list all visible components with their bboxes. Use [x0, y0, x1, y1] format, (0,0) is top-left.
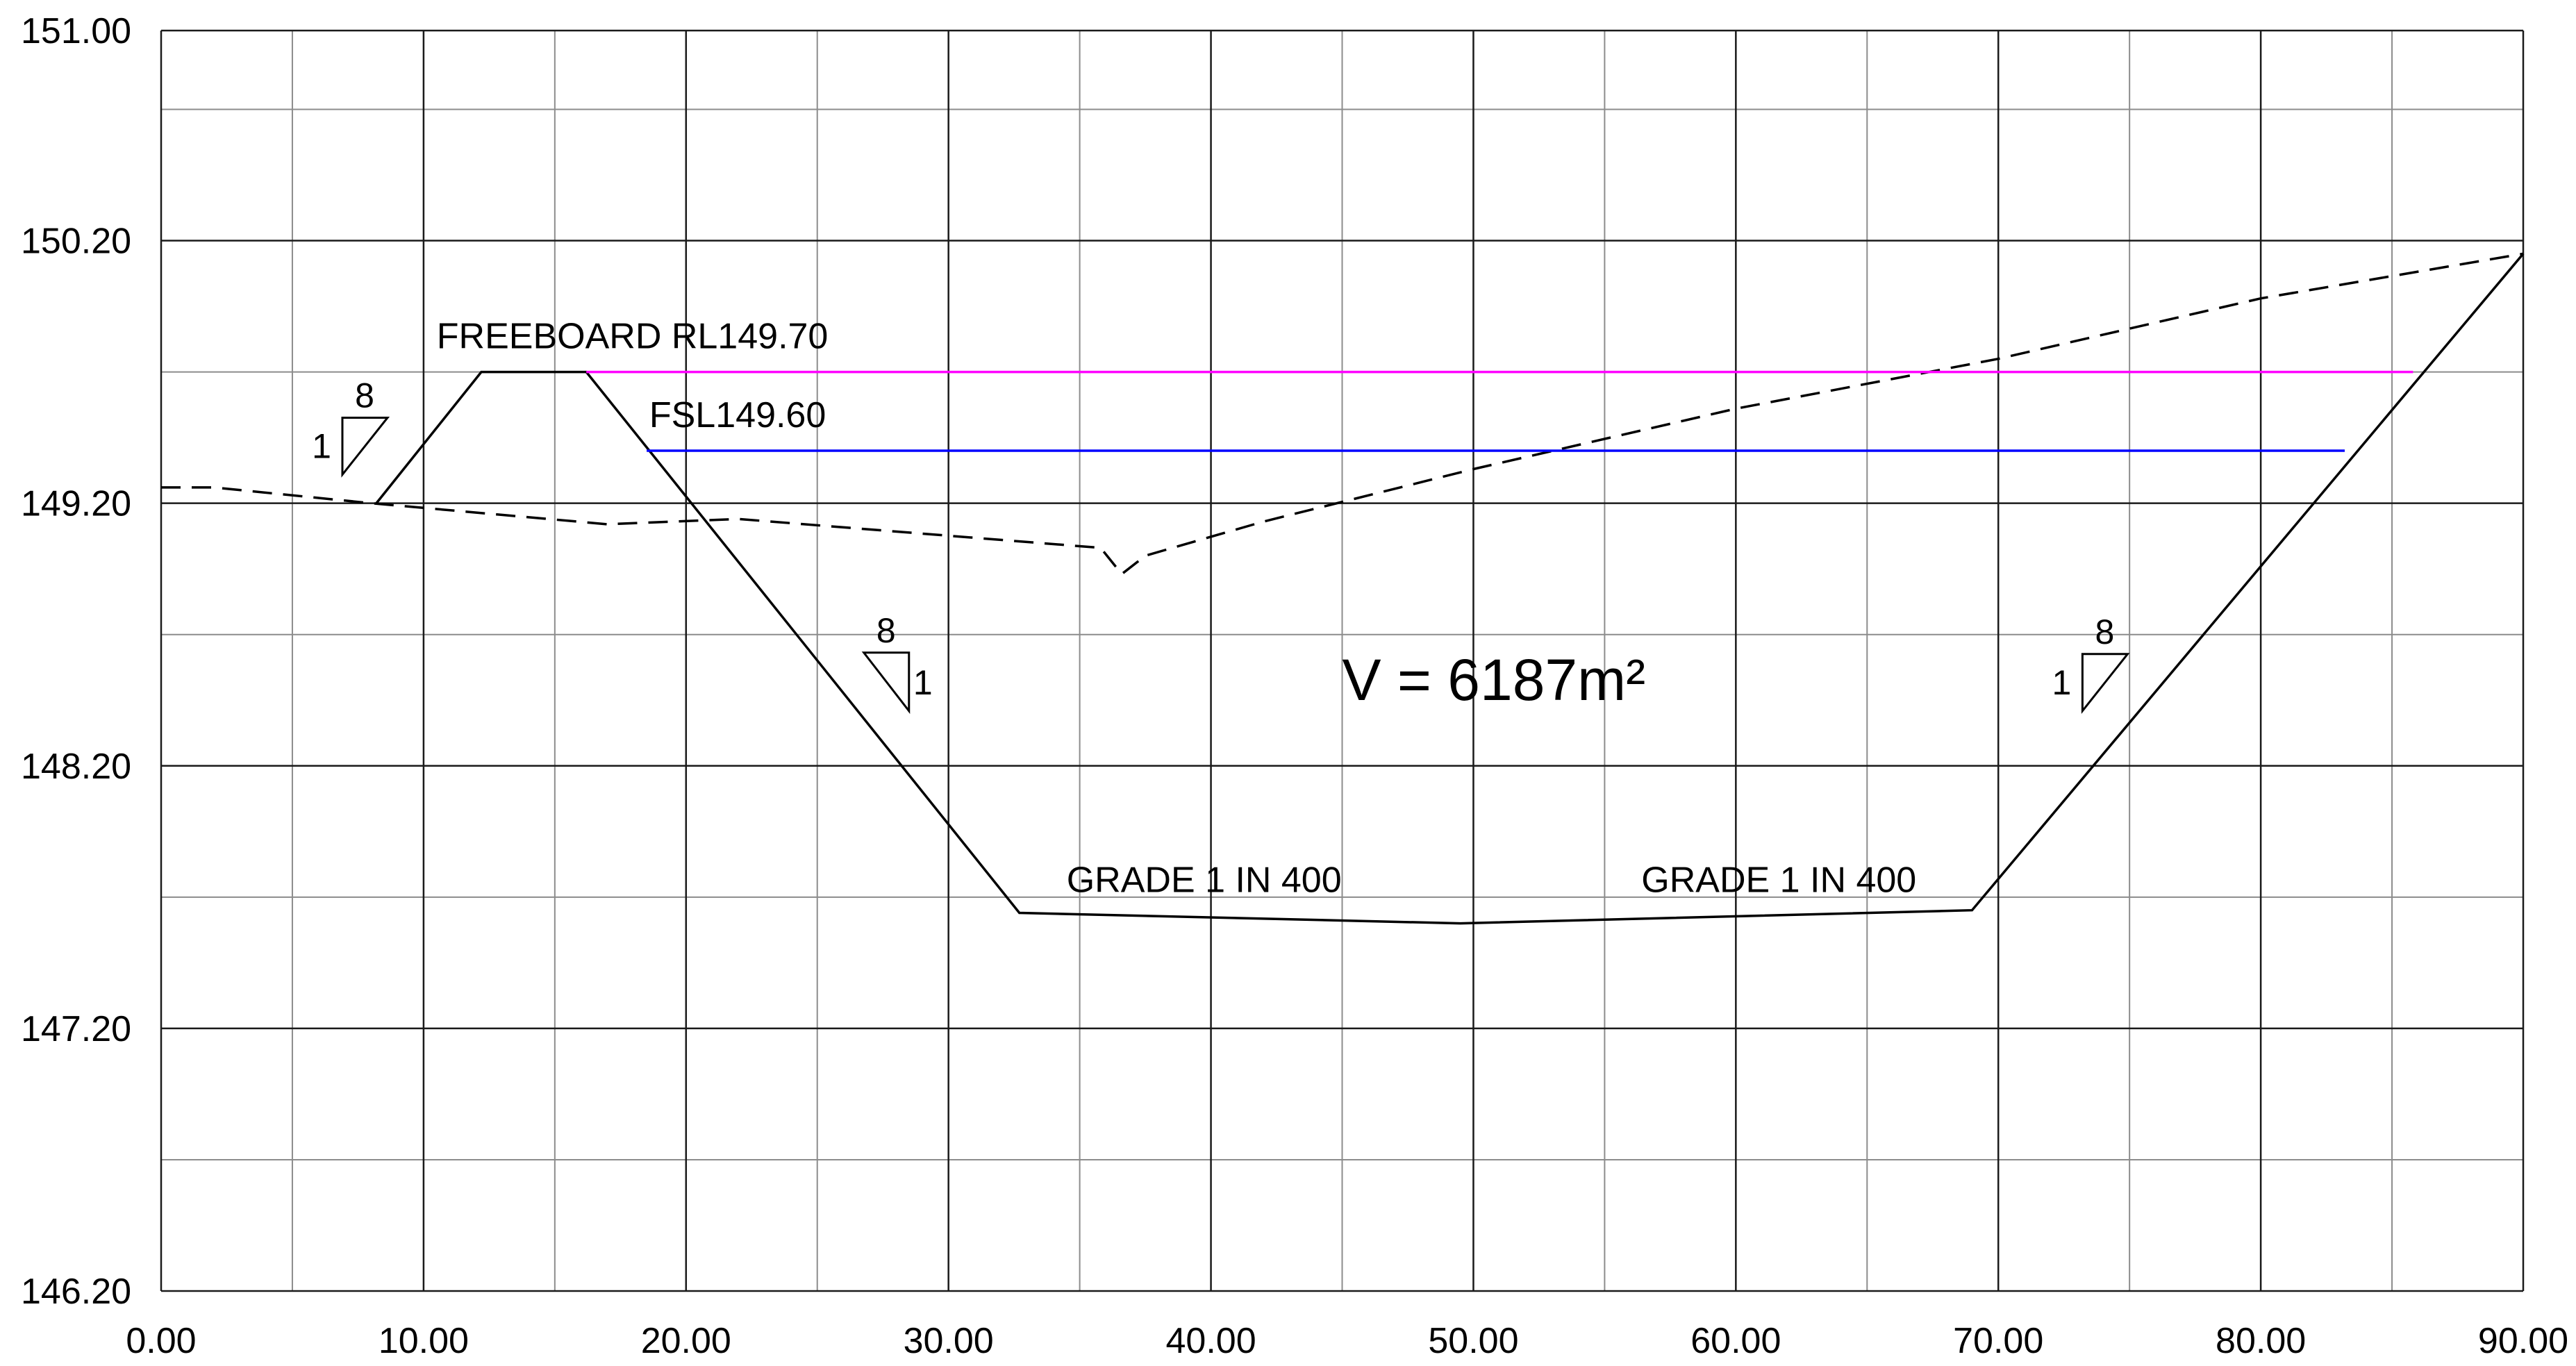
slope-rise-label: 1 [2052, 663, 2071, 702]
slope-triangle [341, 416, 390, 478]
annotation-label: FREEBOARD RL149.70 [437, 317, 829, 357]
x-tick-label: 80.00 [2216, 1321, 2306, 1361]
x-tick-label: 70.00 [1953, 1321, 2043, 1361]
x-tick-label: 50.00 [1428, 1321, 1518, 1361]
design-profile-line [375, 253, 2525, 925]
annotations: FREEBOARD RL149.70 FSL149.60 V = 6187m² GRA… [437, 317, 1916, 901]
major-grid [160, 29, 2525, 1292]
y-tick-label: 149.20 [21, 484, 131, 524]
y-tick-label: 151.00 [21, 11, 131, 51]
x-tick-label: 60.00 [1690, 1321, 1781, 1361]
slope-rise-label: 1 [913, 663, 933, 702]
profile-lines [161, 252, 2525, 925]
x-tick-label: 0.00 [126, 1321, 196, 1361]
x-tick-label: 90.00 [2478, 1321, 2568, 1361]
slope-rise-label: 1 [312, 426, 331, 465]
y-tick-label: 146.20 [21, 1272, 131, 1312]
annotation-label: GRADE 1 IN 400 [1067, 860, 1342, 900]
slope-run-label: 8 [2095, 613, 2114, 651]
x-tick-label: 30.00 [904, 1321, 994, 1361]
x-tick-label: 10.00 [379, 1321, 469, 1361]
y-tick-label: 150.20 [21, 222, 131, 262]
natural-surface-line [161, 252, 2524, 576]
annotation-label: GRADE 1 IN 400 [1641, 860, 1916, 900]
slope-run-label: 8 [355, 376, 374, 415]
volume-label: V = 6187m² [1343, 647, 1646, 713]
slope-triangle [861, 651, 911, 715]
y-axis-tick-labels: 146.20 147.20 148.20 149.20 150.20 151.00 [21, 11, 131, 1312]
x-tick-label: 20.00 [641, 1321, 731, 1361]
x-axis-tick-labels: 0.00 10.00 20.00 30.00 40.00 50.00 60.00 70.00 8… [126, 1321, 2568, 1361]
slope-run-label: 8 [876, 611, 896, 650]
y-tick-label: 148.20 [21, 747, 131, 787]
x-tick-label: 40.00 [1165, 1321, 1256, 1361]
y-tick-label: 147.20 [21, 1009, 131, 1049]
slope-triangle [2081, 653, 2130, 715]
annotation-label: FSL149.60 [649, 395, 826, 435]
